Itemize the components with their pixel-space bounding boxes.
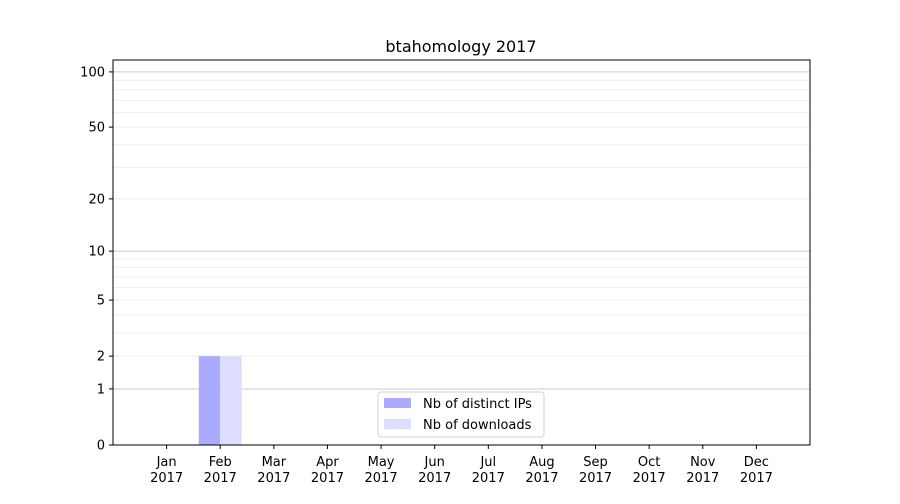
bar	[220, 356, 242, 445]
legend-swatch	[384, 419, 411, 429]
legend-box	[377, 391, 545, 438]
x-tick-label: 2017	[472, 471, 505, 486]
x-tick-label: 2017	[525, 471, 558, 486]
x-tick-label: Feb	[209, 455, 232, 470]
x-tick-label: 2017	[311, 471, 344, 486]
x-tick-label: 2017	[257, 471, 290, 486]
x-tick-label: 2017	[579, 471, 612, 486]
bar	[198, 356, 221, 445]
legend-swatch	[384, 398, 411, 408]
y-tick-label: 10	[88, 245, 105, 260]
x-tick-label: Oct	[638, 455, 660, 470]
y-tick-label: 0	[97, 439, 105, 454]
x-tick-label: 2017	[633, 471, 666, 486]
legend-label: Nb of downloads	[423, 418, 532, 433]
axes-frame	[112, 59, 811, 446]
legend: Nb of distinct IPs Nb of downloads	[377, 391, 545, 438]
y-tick-label: 5	[97, 294, 105, 309]
y-tick-label: 2	[97, 350, 105, 365]
x-tick-label: 2017	[204, 471, 237, 486]
x-tick-label: Nov	[690, 455, 716, 470]
x-tick-label: Dec	[744, 455, 769, 470]
chart-title: btahomology 2017	[385, 37, 536, 56]
x-tick-label: Jan	[156, 455, 177, 470]
x-tick-label: 2017	[150, 471, 183, 486]
x-tick-label: Sep	[583, 455, 608, 470]
x-tick-label: 2017	[365, 471, 398, 486]
x-tick-label: May	[368, 455, 395, 470]
y-tick-label: 1	[97, 382, 105, 397]
x-tick-label: 2017	[686, 471, 719, 486]
y-tick-label: 20	[88, 192, 105, 207]
x-tick-label: Aug	[529, 455, 554, 470]
legend-label: Nb of distinct IPs	[423, 397, 532, 412]
x-tick-label: Apr	[316, 455, 339, 470]
x-tick-label: 2017	[740, 471, 773, 486]
x-tick-label: Jun	[424, 455, 445, 470]
x-tick-label: 2017	[418, 471, 451, 486]
y-tick-label: 100	[80, 65, 105, 80]
x-tick-label: Mar	[262, 455, 287, 470]
y-tick-label: 50	[88, 121, 105, 136]
x-tick-label: Jul	[479, 455, 496, 470]
